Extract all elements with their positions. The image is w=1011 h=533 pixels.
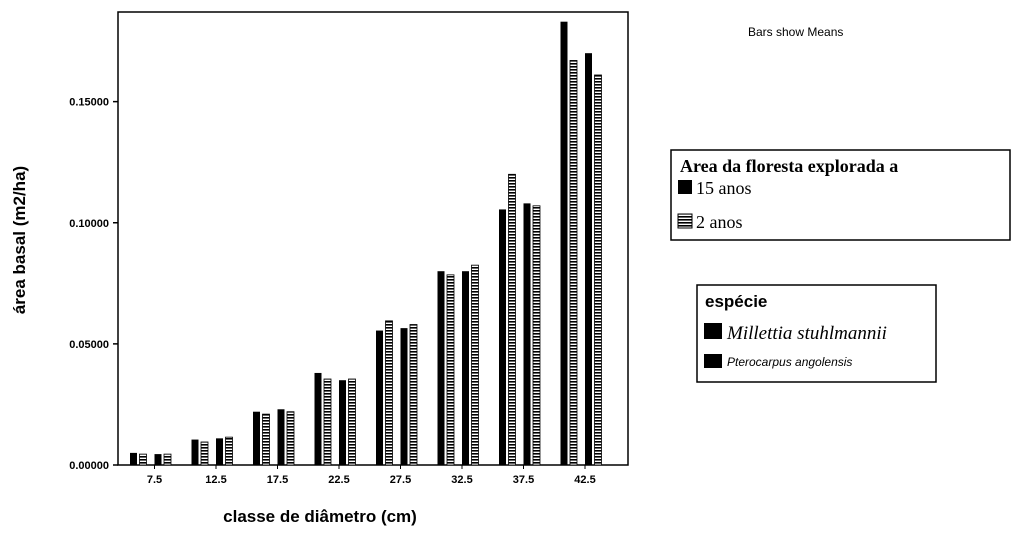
x-tick-label: 22.5 bbox=[328, 474, 349, 486]
bar bbox=[154, 454, 162, 465]
bar bbox=[323, 378, 332, 466]
y-axis-ticks: 0.00000 0.05000 0.10000 0.15000 bbox=[69, 97, 118, 472]
legend-area-entry-15: 15 anos bbox=[696, 178, 752, 198]
bar bbox=[130, 452, 137, 465]
bar bbox=[385, 320, 393, 466]
bar bbox=[348, 378, 356, 466]
bar bbox=[253, 411, 260, 465]
bar bbox=[508, 173, 516, 466]
bar bbox=[499, 209, 506, 465]
bar bbox=[446, 274, 455, 466]
bar bbox=[437, 271, 445, 465]
bar bbox=[139, 453, 147, 466]
bar bbox=[225, 436, 233, 466]
bar bbox=[286, 411, 295, 466]
bar bbox=[594, 74, 602, 466]
bar bbox=[200, 441, 209, 466]
bar bbox=[277, 409, 285, 465]
y-axis-title: área basal (m2/ha) bbox=[10, 166, 29, 314]
bar bbox=[462, 271, 469, 465]
bar bbox=[569, 60, 578, 466]
x-axis-title: classe de diâmetro (cm) bbox=[223, 507, 417, 526]
legend-species-entry-millettia: Millettia stuhlmannii bbox=[726, 323, 887, 344]
bar bbox=[216, 438, 223, 465]
x-axis-ticks: 7.5 12.5 17.5 22.5 27.5 32.5 37.5 42.5 bbox=[147, 465, 596, 486]
legend-species-box bbox=[696, 284, 937, 383]
bar bbox=[532, 205, 541, 466]
bar bbox=[339, 380, 346, 465]
legend-area-box bbox=[670, 149, 1011, 241]
bars-layer bbox=[122, 21, 602, 466]
legend-species-title: espécie bbox=[705, 292, 767, 311]
legend-area-title: Area da floresta explorada a bbox=[680, 156, 898, 176]
bar bbox=[262, 413, 270, 466]
bar bbox=[400, 328, 408, 465]
bar bbox=[471, 264, 479, 466]
legend-swatch-pterocarpus bbox=[704, 354, 722, 368]
bar bbox=[191, 439, 199, 465]
x-tick-label: 27.5 bbox=[390, 474, 411, 486]
legend-area: Area da floresta explorada a 15 anos 2 a… bbox=[670, 149, 1011, 241]
legend-swatch-millettia bbox=[704, 323, 722, 339]
y-tick-label: 0.05000 bbox=[69, 339, 109, 351]
legend-swatch-solid bbox=[678, 180, 692, 194]
legend-swatch-hatched bbox=[677, 213, 693, 229]
y-tick-label: 0.10000 bbox=[69, 218, 109, 230]
x-tick-label: 37.5 bbox=[513, 474, 534, 486]
bar bbox=[409, 324, 418, 466]
legend-species-entry-pterocarpus: Pterocarpus angolensis bbox=[727, 355, 852, 369]
bar bbox=[376, 330, 383, 465]
plot-frame bbox=[117, 11, 629, 466]
bar bbox=[523, 203, 531, 465]
bar bbox=[560, 21, 568, 465]
y-tick-label: 0.15000 bbox=[69, 97, 109, 109]
x-tick-label: 32.5 bbox=[451, 474, 472, 486]
bar bbox=[163, 453, 172, 466]
legend-species: espécie Millettia stuhlmannii Pterocarpu… bbox=[696, 284, 937, 383]
bar bbox=[585, 53, 592, 465]
bar bbox=[314, 372, 322, 465]
x-tick-label: 12.5 bbox=[205, 474, 226, 486]
x-tick-label: 42.5 bbox=[574, 474, 595, 486]
y-tick-label: 0.00000 bbox=[69, 460, 109, 472]
chart-note: Bars show Means bbox=[748, 25, 843, 39]
x-tick-label: 7.5 bbox=[147, 474, 162, 486]
x-tick-label: 17.5 bbox=[267, 474, 288, 486]
legend-area-entry-2: 2 anos bbox=[696, 212, 743, 232]
